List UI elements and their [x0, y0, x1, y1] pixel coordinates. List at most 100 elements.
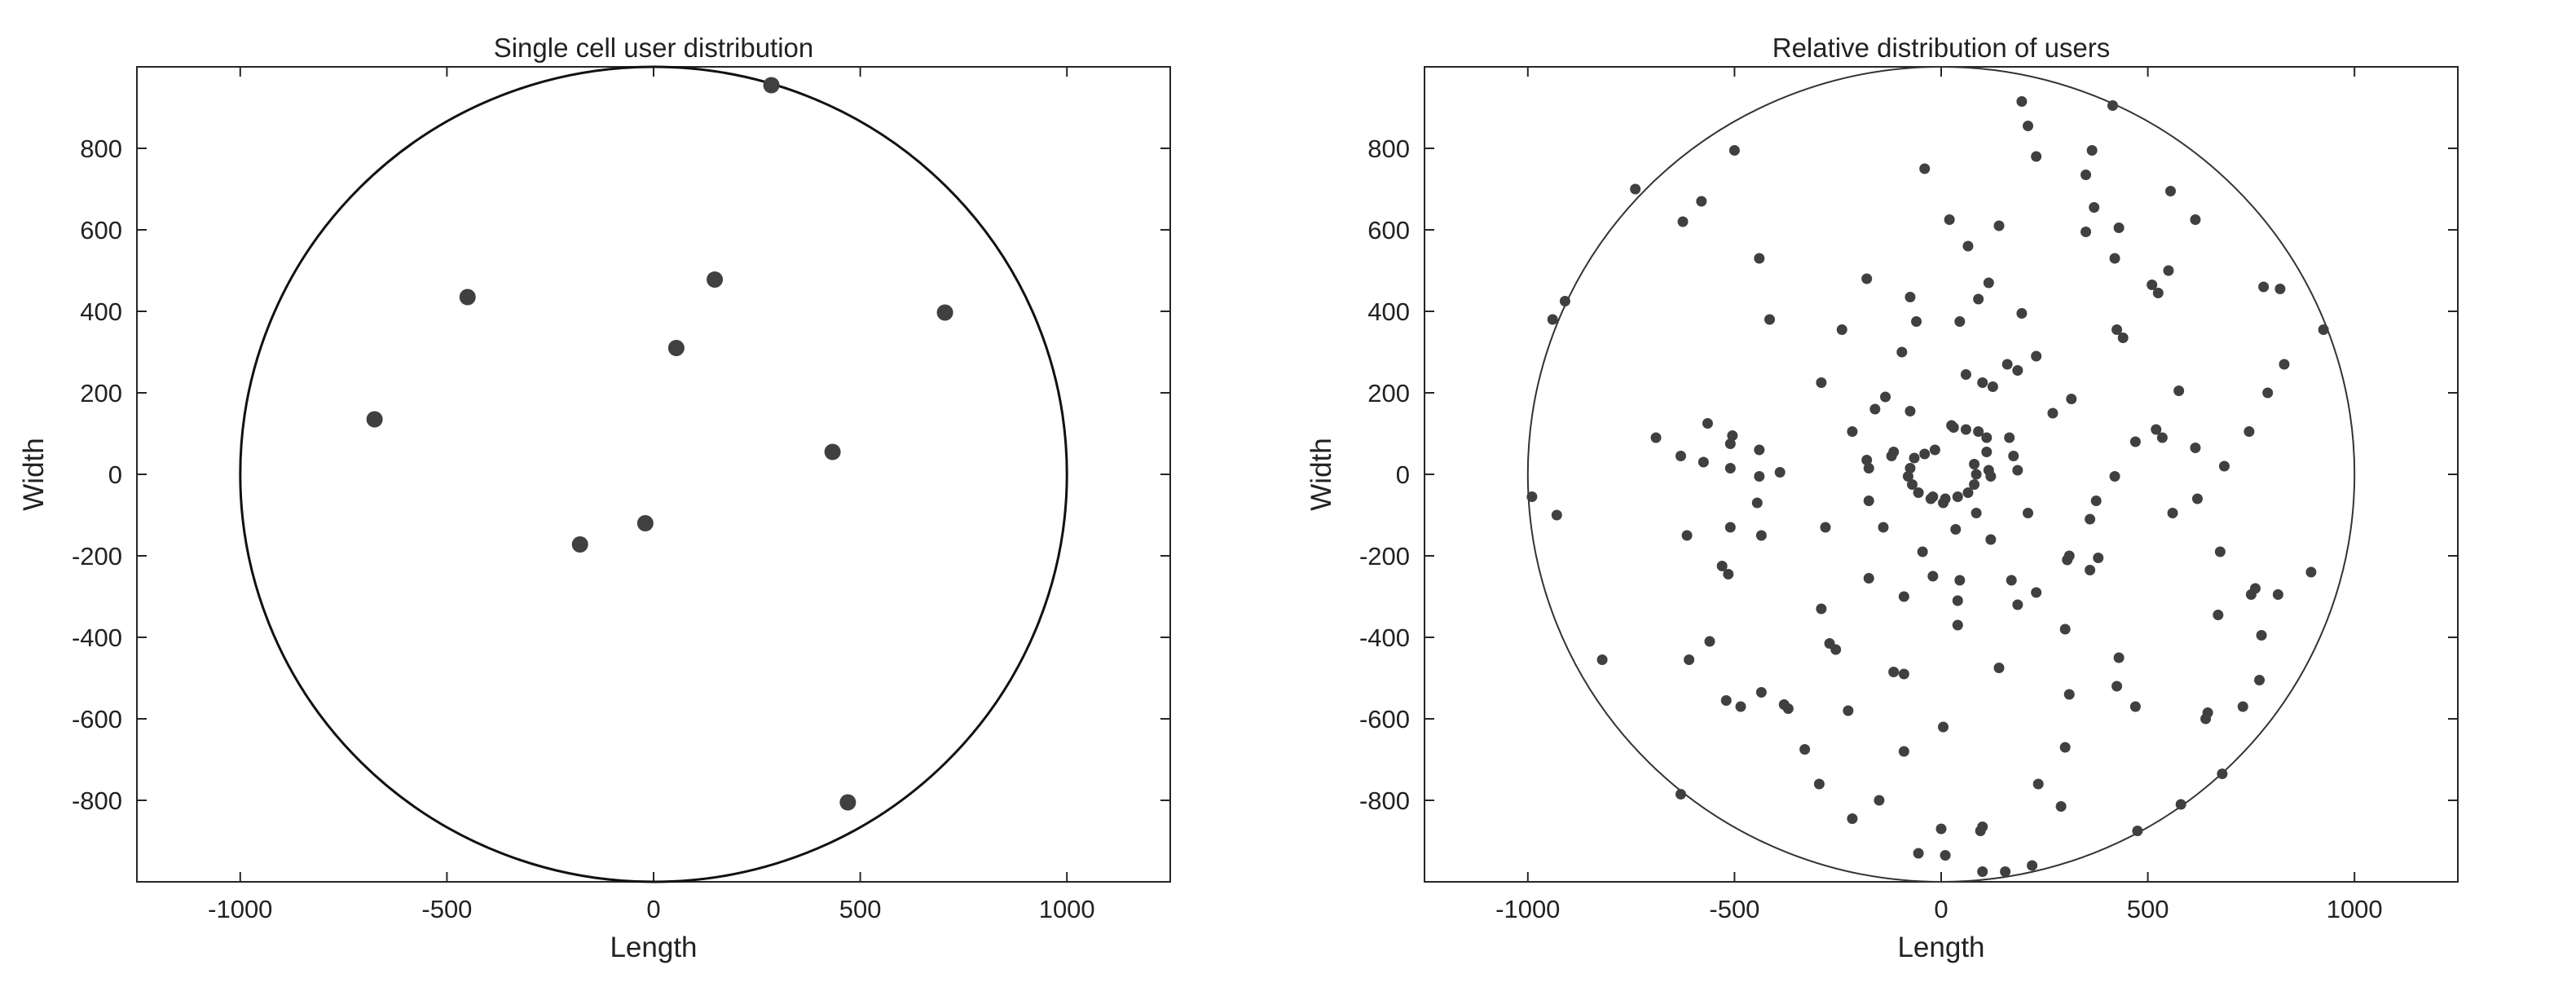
- user-point: [2090, 496, 2102, 506]
- user-point: [1960, 369, 1971, 380]
- user-point: [1913, 848, 1924, 859]
- user-point: [1698, 456, 1709, 468]
- user-point: [1977, 377, 1988, 388]
- user-point: [1919, 448, 1931, 460]
- user-point: [2191, 493, 2203, 504]
- user-point: [2245, 589, 2257, 600]
- user-point: [1940, 850, 1951, 861]
- x-tick-label: 500: [839, 895, 882, 923]
- user-point: [2173, 385, 2185, 396]
- user-point: [2217, 769, 2228, 779]
- y-tick-label: -400: [72, 623, 122, 652]
- user-point: [2027, 860, 2038, 871]
- scatter-chart-relative-distribution: Relative distribution of users Length Wi…: [1306, 33, 2459, 963]
- user-point: [1774, 467, 1786, 478]
- plot-area-frame: [1424, 66, 2459, 883]
- user-point: [1971, 508, 1982, 518]
- chart-panel-right: Relative distribution of users Length Wi…: [1288, 0, 2575, 1000]
- user-point: [2258, 281, 2270, 293]
- user-point: [2218, 460, 2230, 472]
- user-point: [2016, 308, 2028, 319]
- user-point: [1902, 471, 1913, 482]
- user-point: [636, 515, 654, 531]
- x-tick-label: 0: [646, 895, 660, 923]
- user-point: [1898, 746, 1909, 757]
- x-tick-label: 1000: [2327, 895, 2383, 923]
- y-tick-label: 0: [1396, 460, 1410, 489]
- y-tick-label: 0: [108, 460, 122, 489]
- user-point: [1927, 570, 1939, 582]
- y-tick-label: 800: [1367, 134, 1410, 163]
- user-point: [2023, 121, 2034, 131]
- user-point: [2000, 866, 2011, 877]
- y-tick-label: 200: [1367, 379, 1410, 407]
- user-point: [1684, 654, 1695, 665]
- user-point: [1954, 575, 1966, 586]
- user-point: [1820, 522, 1831, 533]
- user-point: [2111, 681, 2123, 692]
- user-point: [2214, 546, 2226, 557]
- user-point: [2059, 623, 2071, 635]
- user-point: [2279, 359, 2290, 370]
- x-axis-label: Length: [1897, 932, 1984, 963]
- user-point: [763, 77, 780, 94]
- user-point: [2109, 253, 2120, 264]
- user-point: [1735, 701, 1746, 712]
- user-point: [2109, 471, 2120, 482]
- user-point: [1987, 381, 1998, 392]
- user-point: [824, 443, 841, 460]
- chart-title: Relative distribution of users: [1772, 33, 2111, 63]
- user-point: [1630, 183, 1641, 195]
- y-tick-label: 600: [1367, 216, 1410, 244]
- user-point: [2254, 675, 2266, 685]
- user-point: [1904, 292, 1916, 302]
- user-point: [2008, 451, 2019, 461]
- user-point: [1985, 471, 1997, 482]
- cell-boundary-circle: [1526, 66, 2356, 883]
- user-point: [1878, 522, 1889, 533]
- user-point: [2163, 265, 2174, 276]
- user-point: [1728, 145, 1740, 156]
- user-point: [2129, 436, 2141, 447]
- user-point: [1993, 220, 2005, 231]
- user-point: [2190, 214, 2201, 225]
- user-point: [1754, 253, 1765, 264]
- user-point: [667, 340, 685, 356]
- user-point: [839, 794, 856, 811]
- user-point: [1869, 403, 1881, 415]
- user-point: [1919, 163, 1931, 174]
- user-point: [1704, 636, 1715, 647]
- user-point: [1696, 196, 1707, 207]
- user-point: [1754, 471, 1765, 482]
- cell-boundary-circle: [239, 65, 1068, 883]
- user-point: [1913, 487, 1924, 498]
- y-axis-label: Width: [1306, 438, 1337, 510]
- y-tick-label: 400: [1367, 297, 1410, 326]
- user-point: [2164, 186, 2176, 196]
- y-tick-label: -800: [1359, 786, 1410, 815]
- user-point: [2081, 170, 2092, 180]
- user-point: [1944, 214, 1955, 225]
- user-point: [2305, 566, 2317, 578]
- user-point: [2059, 742, 2071, 753]
- user-point: [1751, 497, 1763, 509]
- x-tick-label: -500: [1709, 895, 1759, 923]
- user-point: [2031, 350, 2042, 362]
- user-point: [1911, 316, 1922, 327]
- y-tick-label: 200: [80, 379, 122, 407]
- user-point: [2047, 407, 2059, 419]
- user-point: [1830, 644, 1842, 655]
- user-point: [2117, 333, 2129, 343]
- user-point: [2132, 826, 2143, 836]
- user-point: [366, 411, 383, 428]
- user-point: [1799, 744, 1811, 755]
- user-point: [2113, 652, 2125, 663]
- user-point: [2107, 100, 2118, 111]
- x-tick-label: 1000: [1039, 895, 1095, 923]
- user-point: [2237, 701, 2248, 712]
- user-point: [1863, 463, 1874, 474]
- user-point: [2318, 324, 2329, 335]
- user-point: [2031, 587, 2042, 598]
- user-point: [1843, 705, 1854, 716]
- user-point: [2023, 508, 2034, 518]
